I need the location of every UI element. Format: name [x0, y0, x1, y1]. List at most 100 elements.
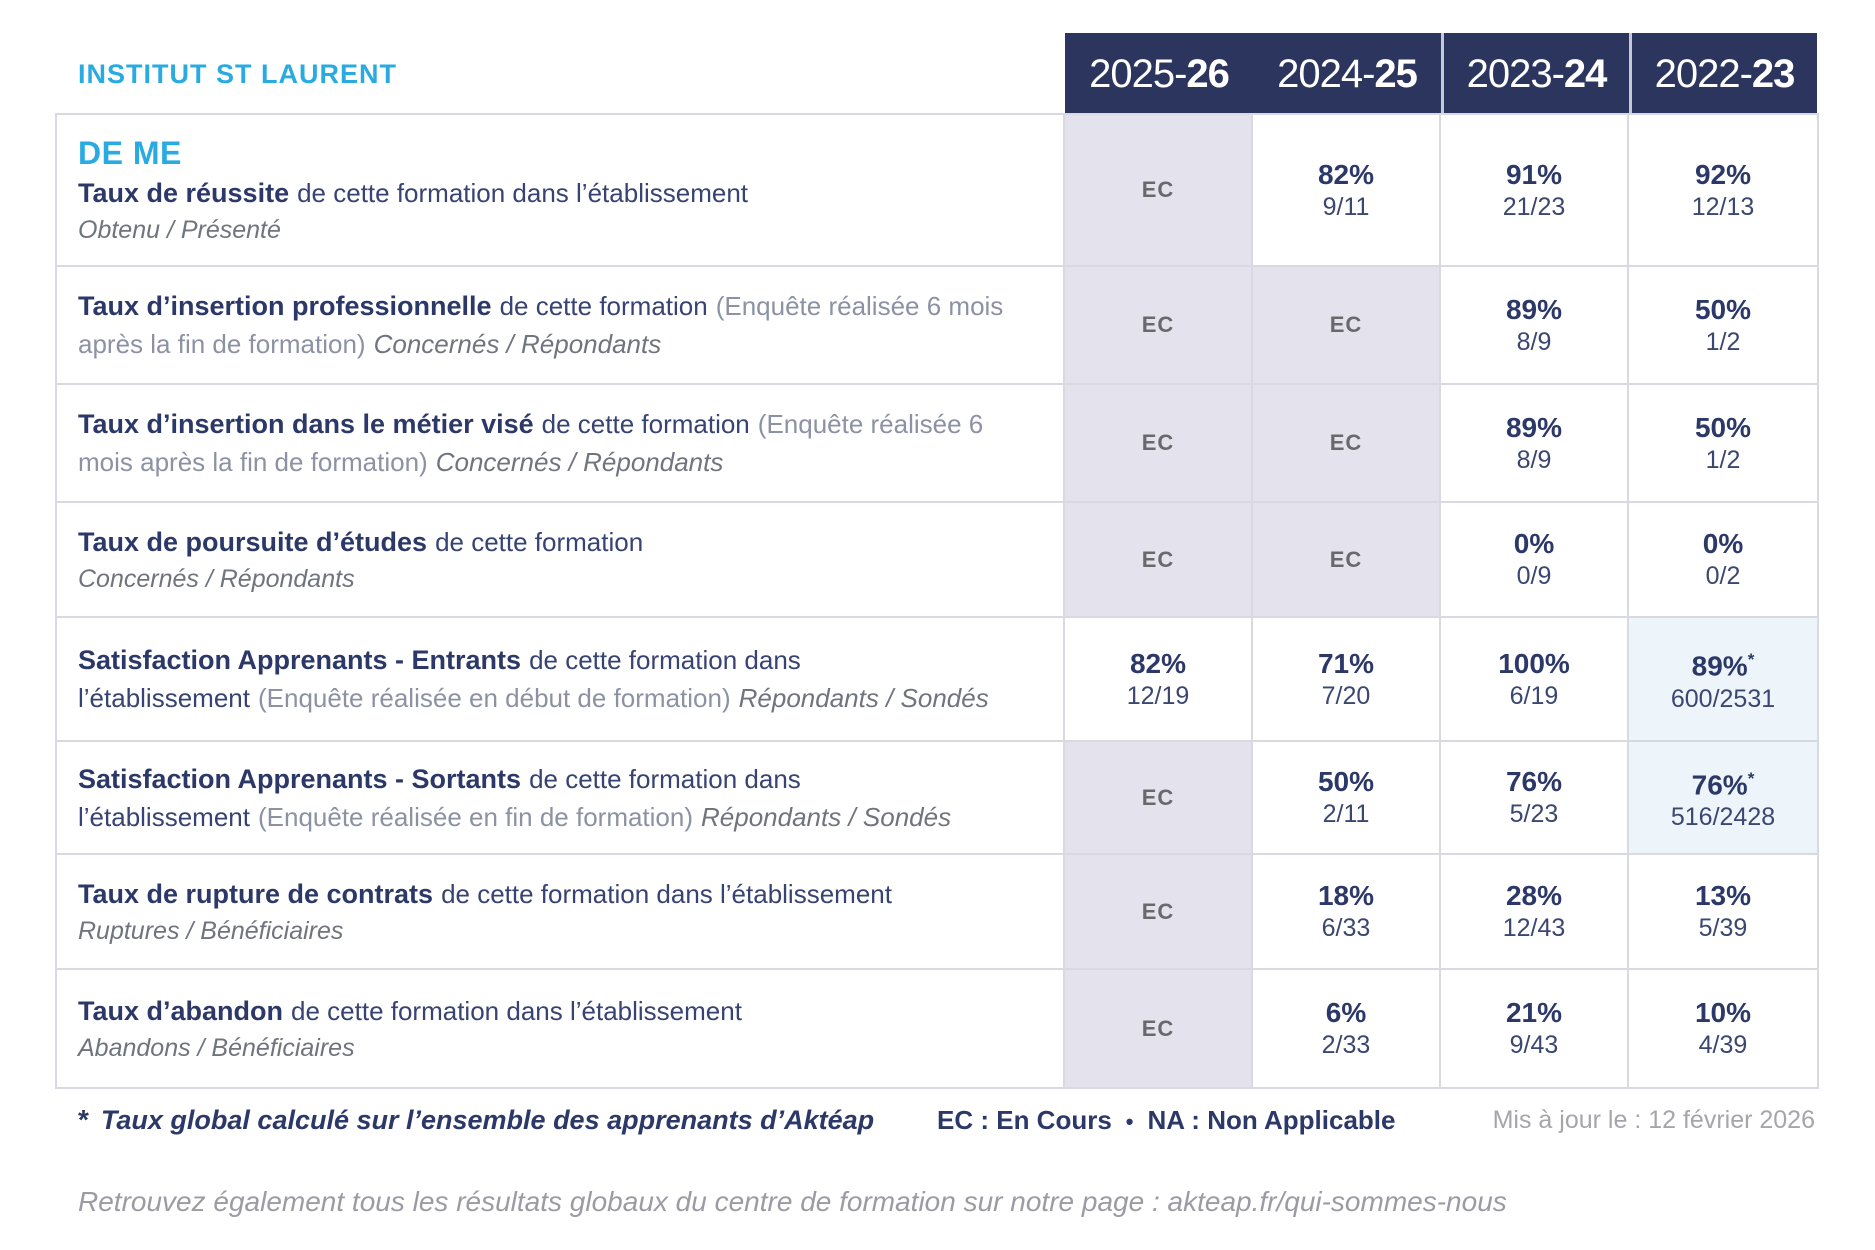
ec-cell: EC [1253, 267, 1441, 385]
metric-desc: de cette formation dans l’établissement [441, 878, 892, 909]
percentage-text: 100% [1498, 647, 1570, 679]
percentage-text: 89% [1691, 650, 1748, 682]
fraction-value: 6/19 [1509, 681, 1559, 710]
table-row: Taux d’insertion professionnelle de cette… [57, 267, 1817, 385]
metric-title: Satisfaction Apprenants - Entrants [78, 645, 522, 675]
percentage-text: 76% [1505, 766, 1563, 797]
metric-subtitle: Obtenu / Présenté [78, 216, 281, 244]
ec-cell: EC [1065, 855, 1253, 970]
bottom-note: Retrouvez également tous les résultats g… [78, 1182, 1507, 1222]
percentage-value: 28% [1506, 881, 1562, 911]
metric-label-cell: Satisfaction Apprenants - Entrants de cet… [57, 618, 1065, 742]
percentage-value: 76%* [1692, 764, 1755, 800]
value-cell: 10% 4/39 [1629, 970, 1817, 1087]
table-row: Satisfaction Apprenants - Entrants de cet… [57, 618, 1817, 742]
metric-desc: de cette formation [541, 409, 750, 439]
table-row: Taux d’abandon de cette formation dans l’… [57, 970, 1817, 1087]
metric-label-cell: Satisfaction Apprenants - Sortants de cet… [57, 742, 1065, 855]
percentage-value: 18% [1318, 881, 1374, 911]
year-header-2024-25: 2024- 25 [1253, 33, 1441, 115]
fraction-value: 2/11 [1322, 800, 1370, 828]
ec-label: EC [1141, 177, 1175, 202]
metric-desc: de cette formation dans l’établissement [78, 645, 801, 713]
ec-label: EC [1141, 312, 1175, 337]
percentage-value: 92% [1695, 159, 1751, 190]
metric-inline_sub: Répondants / Sondés [738, 683, 989, 713]
percentage-text: 0% [1513, 528, 1555, 559]
year-bold: 23 [1751, 51, 1795, 96]
percentage-text: 76% [1691, 769, 1748, 801]
metric-desc: de cette formation [435, 526, 644, 557]
percentage-value: 71% [1317, 647, 1375, 679]
value-cell: 76% 5/23 [1441, 742, 1629, 855]
global-rate-asterisk: * [1747, 650, 1755, 670]
metric-paren: (Enquête réalisée en début de formation) [257, 683, 731, 713]
percentage-text: 0% [1702, 528, 1744, 559]
percentage-value: 76% [1506, 767, 1562, 797]
fraction-value: 9/43 [1509, 1031, 1559, 1059]
metric-title: Taux de poursuite d’études [78, 526, 428, 557]
ec-label: EC [1141, 784, 1175, 810]
percentage-value: 10% [1695, 998, 1751, 1028]
ec-cell: EC [1253, 503, 1441, 618]
value-cell: 89%* 600/2531 [1629, 618, 1817, 742]
percentage-value: 0% [1703, 529, 1743, 559]
metric-title: Taux d’abandon [78, 995, 284, 1026]
legend-na: NA : Non Applicable [1147, 1105, 1396, 1135]
metric-desc: de cette formation dans l’établissement [78, 763, 801, 832]
fraction-value: 5/39 [1698, 914, 1748, 942]
percentage-text: 13% [1694, 880, 1752, 911]
year-header-2025-26: 2025- 26 [1065, 33, 1253, 115]
fraction-value: 4/39 [1698, 1031, 1748, 1059]
fraction-value: 516/2428 [1670, 803, 1776, 832]
metric-desc: de cette formation dans l’établissement [291, 995, 742, 1026]
fraction-value: 600/2531 [1670, 684, 1776, 713]
table-row: Taux d’insertion dans le métier visé de c… [57, 385, 1817, 503]
percentage-text: 91% [1505, 158, 1563, 190]
percentage-text: 71% [1317, 647, 1375, 679]
metric-subtitle: Ruptures / Bénéficiaires [78, 916, 344, 945]
fraction-value: 12/19 [1126, 681, 1190, 710]
percentage-value: 50% [1694, 411, 1752, 443]
fraction-value: 8/9 [1516, 327, 1552, 356]
value-cell: 6% 2/33 [1253, 970, 1441, 1087]
metric-title: Taux d’insertion dans le métier visé [78, 409, 534, 439]
global-rate-asterisk: * [1747, 768, 1755, 788]
ec-cell: EC [1065, 385, 1253, 503]
value-cell: 89% 8/9 [1441, 267, 1629, 385]
legend-ec: EC : En Cours [937, 1105, 1112, 1135]
metric-subtitle: Abandons / Bénéficiaires [78, 1033, 355, 1062]
fraction-value: 9/11 [1322, 192, 1370, 221]
percentage-value: 82% [1130, 648, 1186, 679]
metric-text: Taux d’insertion professionnelle de cette… [78, 287, 1033, 363]
percentage-text: 21% [1505, 997, 1563, 1028]
percentage-value: 82% [1318, 159, 1374, 190]
ec-label: EC [1329, 312, 1363, 337]
value-cell: 82% 9/11 [1253, 115, 1441, 267]
akteap-link[interactable]: akteap.fr/qui-sommes-nous [1167, 1186, 1507, 1217]
metric-label-cell: Taux d’abandon de cette formation dans l’… [57, 970, 1065, 1087]
metric-paren: (Enquête réalisée en fin de formation) [257, 801, 694, 832]
fraction-value: 1/2 [1705, 327, 1741, 356]
metric-label-cell: DE ME Taux de réussite de cette formation … [57, 115, 1065, 267]
metric-inline_sub: Répondants / Sondés [701, 801, 952, 832]
footnote-text: Taux global calculé sur l’ensemble des a… [100, 1105, 875, 1135]
fraction-value: 1/2 [1705, 445, 1741, 474]
percentage-value: 89% [1506, 412, 1562, 443]
percentage-value: 21% [1506, 998, 1562, 1028]
metric-paren: (Enquête réalisée 6 mois après la fin de… [78, 291, 1004, 359]
year-header-2022-23: 2022- 23 [1629, 33, 1817, 115]
fraction-value: 0/9 [1516, 562, 1552, 590]
ec-cell: EC [1065, 503, 1253, 618]
percentage-text: 10% [1694, 997, 1752, 1028]
fraction-value: 0/2 [1705, 562, 1741, 590]
metric-text: Satisfaction Apprenants - Sortants de cet… [78, 760, 1033, 836]
percentage-text: 50% [1694, 411, 1752, 443]
ec-label: EC [1329, 546, 1363, 572]
program-title: DE ME [78, 135, 182, 171]
percentage-value: 89%* [1692, 645, 1755, 681]
ec-label: EC [1329, 430, 1363, 455]
bullet-separator: • [1125, 1109, 1134, 1134]
ec-cell: EC [1065, 115, 1253, 267]
table-row: Taux de rupture de contrats de cette form… [57, 855, 1817, 970]
